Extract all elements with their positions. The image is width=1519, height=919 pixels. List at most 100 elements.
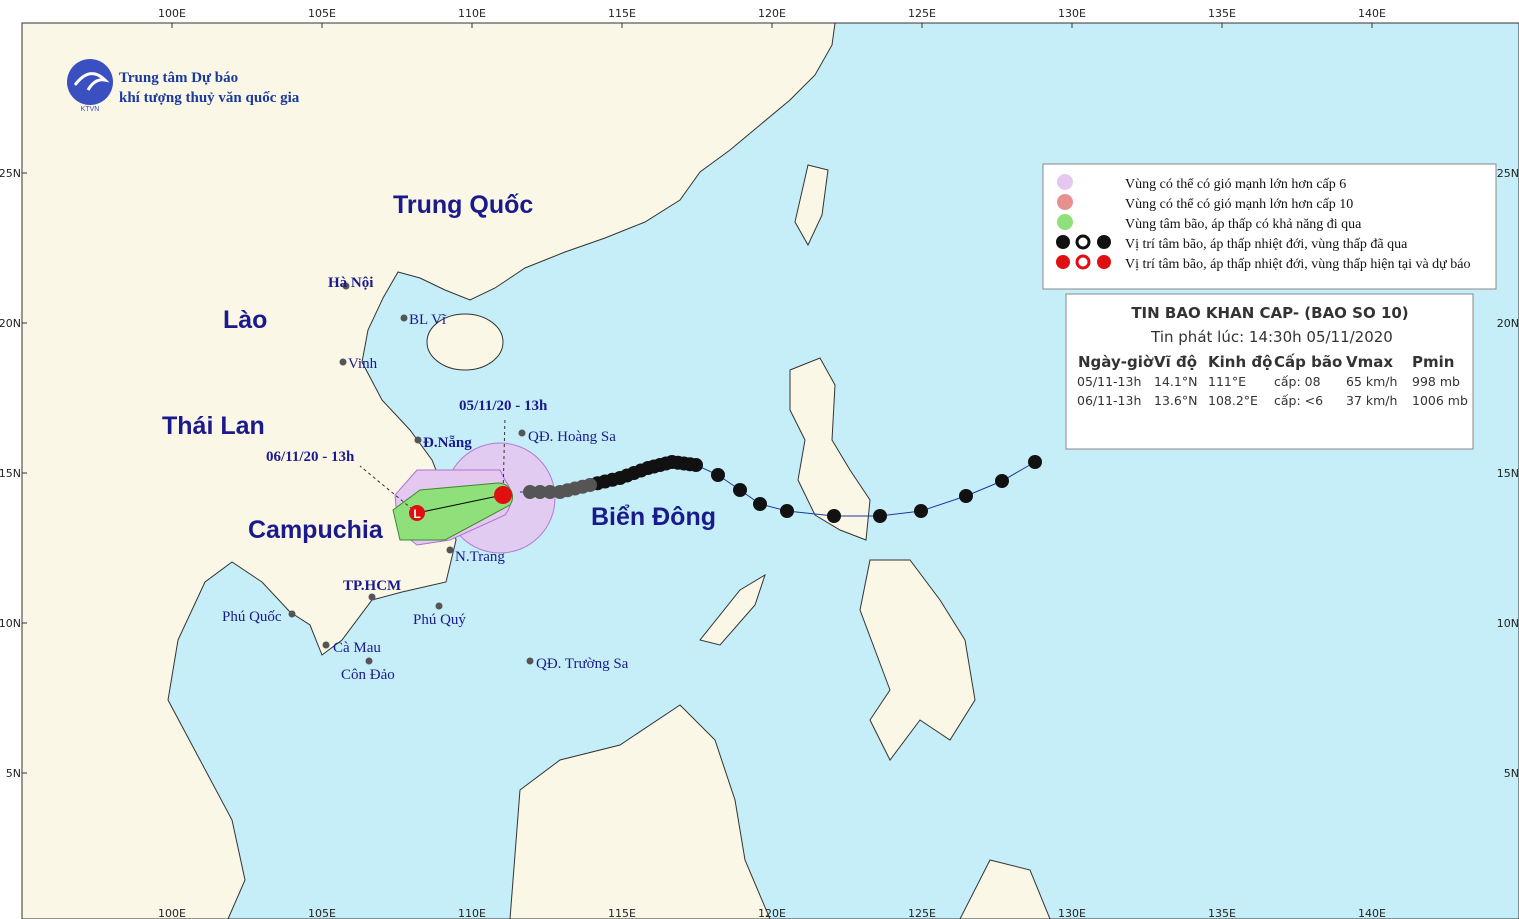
table-cell: cấp: <6 <box>1274 393 1323 408</box>
legend-text: Vị trí tâm bão, áp thấp nhiệt đới, vùng … <box>1125 257 1470 272</box>
logo-text: KTVN <box>81 106 100 113</box>
current-position <box>494 486 512 504</box>
table-header: Vmax <box>1346 353 1393 371</box>
table-header: Pmin <box>1412 353 1454 371</box>
table-cell: 37 km/h <box>1346 393 1397 408</box>
city-label: Cà Mau <box>333 640 381 656</box>
lon-label: 105E <box>308 907 336 919</box>
city-dots <box>288 282 534 665</box>
org-name: khí tượng thuỷ văn quốc gia <box>119 90 300 106</box>
lon-label: 115E <box>608 7 636 20</box>
past-track <box>520 455 1042 523</box>
country-label: Thái Lan <box>162 412 265 440</box>
table-cell: 14.1°N <box>1154 374 1197 389</box>
past-position <box>523 485 537 499</box>
lon-label: 120E <box>758 7 786 20</box>
legend-icon <box>1057 214 1073 230</box>
lat-label: 25N <box>0 167 21 180</box>
bulletin-issued: Tin phát lúc: 14:30h 05/11/2020 <box>1150 328 1393 346</box>
past-position <box>733 483 747 497</box>
lat-label: 10N <box>1497 617 1519 630</box>
country-label: Trung Quốc <box>393 191 533 219</box>
past-position <box>959 489 973 503</box>
sea-label: Biển Đông <box>591 503 716 531</box>
city-label: QĐ. Trường Sa <box>536 656 629 672</box>
lon-label: 105E <box>308 7 336 20</box>
logo <box>67 59 113 105</box>
past-position <box>780 504 794 518</box>
legend-text: Vùng tâm bão, áp thấp có khả năng đi qua <box>1125 217 1362 232</box>
lon-label: 120E <box>758 907 786 919</box>
past-position <box>553 485 567 499</box>
lat-label: 5N <box>6 767 21 780</box>
past-position <box>711 468 725 482</box>
lat-label: 10N <box>0 617 21 630</box>
logo-mark <box>73 72 110 91</box>
table-cell: 108.2°E <box>1208 393 1258 408</box>
city-label: QĐ. Hoàng Sa <box>528 429 616 445</box>
table-cell: 13.6°N <box>1154 393 1197 408</box>
city-label: Vinh <box>348 356 378 372</box>
lon-label: 115E <box>608 907 636 919</box>
city-label: BL Vĩ <box>409 312 447 328</box>
bulletin-box <box>1065 293 1474 450</box>
table-cell: 05/11-13h <box>1077 374 1141 389</box>
lon-label: 135E <box>1208 7 1236 20</box>
table-cell: 06/11-13h <box>1077 393 1141 408</box>
lon-label: 140E <box>1358 7 1386 20</box>
table-cell: 998 mb <box>1412 374 1460 389</box>
past-position <box>753 497 767 511</box>
leader-line <box>359 465 418 514</box>
lon-label: 100E <box>158 907 186 919</box>
lat-label: 20N <box>1497 317 1519 330</box>
city-label: Phú Quý <box>413 612 466 628</box>
past-position <box>995 474 1009 488</box>
legend-text: Vùng có thể có gió mạnh lớn hơn cấp 6 <box>1125 177 1346 192</box>
table-header: Kinh độ <box>1208 353 1272 371</box>
org-name: Trung tâm Dự báo <box>119 70 238 86</box>
lat-label: 5N <box>1504 767 1519 780</box>
table-cell: 111°E <box>1208 374 1246 389</box>
low-symbol: L <box>413 507 420 521</box>
legend-box <box>1042 163 1497 290</box>
past-position <box>914 504 928 518</box>
city-label: Côn Đảo <box>341 667 395 683</box>
leader-line <box>502 417 506 496</box>
country-label: Campuchia <box>248 516 384 544</box>
legend-icon <box>1057 174 1073 190</box>
table-cell: cấp: 08 <box>1274 374 1321 389</box>
past-position <box>1028 455 1042 469</box>
city-label: Đ.Nẵng <box>423 435 472 451</box>
lon-label: 110E <box>458 7 486 20</box>
city-label: N.Trang <box>455 549 505 565</box>
bulletin-title: TIN BAO KHAN CAP- (BAO SO 10) <box>1131 304 1408 322</box>
past-position <box>873 509 887 523</box>
past-position <box>533 485 547 499</box>
lat-label: 25N <box>1497 167 1519 180</box>
lon-label: 135E <box>1208 907 1236 919</box>
map-border <box>21 22 1519 919</box>
lat-label: 15N <box>0 467 21 480</box>
legend-text: Vị trí tâm bão, áp thấp nhiệt đới, vùng … <box>1125 237 1408 252</box>
city-label: Hà Nội <box>328 275 373 291</box>
lat-label: 15N <box>1497 467 1519 480</box>
lon-label: 130E <box>1058 7 1086 20</box>
lon-label: 125E <box>908 7 936 20</box>
legend-icon <box>1056 254 1111 270</box>
forecast-position <box>409 505 425 521</box>
lon-label: 110E <box>458 907 486 919</box>
table-header: Cấp bão <box>1274 353 1342 371</box>
track-label: 05/11/20 - 13h <box>459 398 548 414</box>
lat-label: 20N <box>0 317 21 330</box>
center-cone <box>392 482 513 541</box>
city-label: Phú Quốc <box>222 609 282 625</box>
past-position <box>543 485 557 499</box>
legend-icon <box>1056 234 1111 250</box>
track-label: 06/11/20 - 13h <box>266 449 355 465</box>
lon-label: 125E <box>908 907 936 919</box>
legend-text: Vùng có thể có gió mạnh lớn hơn cấp 10 <box>1125 197 1353 212</box>
table-header: Ngày-giờ <box>1078 353 1154 371</box>
table-header: Vĩ độ <box>1154 353 1197 371</box>
lon-label: 130E <box>1058 907 1086 919</box>
